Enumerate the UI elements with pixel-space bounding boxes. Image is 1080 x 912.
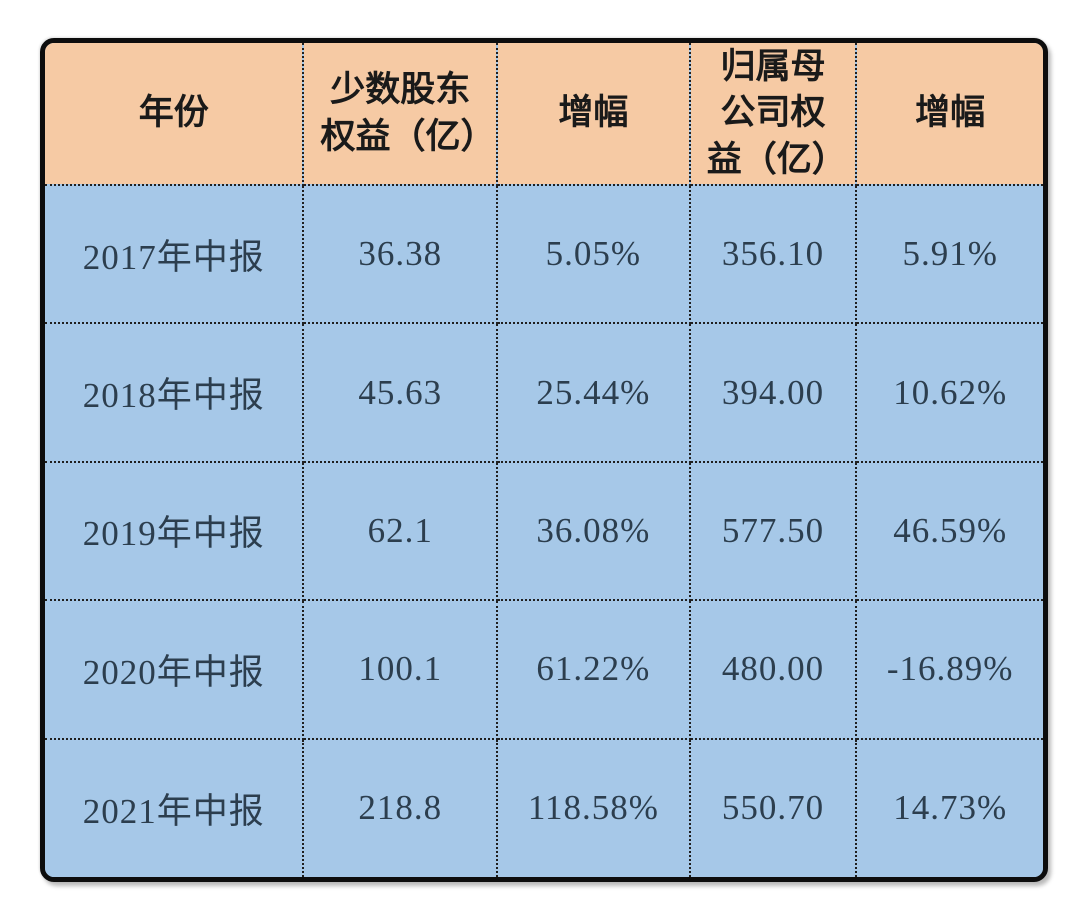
equity-table-card: 年份 少数股东权益（亿） 增幅 归属母公司权益（亿） 增幅 2017年中报 36… (40, 38, 1048, 882)
cell-parent-growth: 14.73% (855, 737, 1043, 877)
cell-parent-equity: 480.00 (688, 599, 858, 740)
cell-parent-equity: 550.70 (688, 737, 858, 877)
cell-minority-equity: 45.63 (302, 322, 499, 463)
cell-year: 2017年中报 (45, 183, 305, 325)
table-row: 2021年中报 218.8 118.58% 550.70 14.73% (45, 737, 1043, 877)
cell-minority-growth: 36.08% (496, 460, 691, 602)
table-row: 2020年中报 100.1 61.22% 480.00 -16.89% (45, 599, 1043, 740)
table-row: 2017年中报 36.38 5.05% 356.10 5.91% (45, 183, 1043, 325)
cell-parent-growth: 10.62% (855, 322, 1043, 463)
cell-parent-growth: 46.59% (855, 460, 1043, 602)
col-header-parent-growth: 增幅 (855, 43, 1043, 186)
cell-parent-equity: 577.50 (688, 460, 858, 602)
cell-minority-growth: 61.22% (496, 599, 691, 740)
col-header-minority-equity: 少数股东权益（亿） (302, 43, 499, 186)
cell-year: 2019年中报 (45, 460, 305, 602)
cell-minority-equity: 62.1 (302, 460, 499, 602)
cell-parent-equity: 394.00 (688, 322, 858, 463)
equity-table: 年份 少数股东权益（亿） 增幅 归属母公司权益（亿） 增幅 2017年中报 36… (45, 43, 1043, 877)
cell-parent-growth: -16.89% (855, 599, 1043, 740)
table-row: 2018年中报 45.63 25.44% 394.00 10.62% (45, 322, 1043, 463)
cell-year: 2018年中报 (45, 322, 305, 463)
cell-minority-equity: 100.1 (302, 599, 499, 740)
cell-minority-equity: 218.8 (302, 737, 499, 877)
cell-minority-growth: 118.58% (496, 737, 691, 877)
cell-minority-growth: 25.44% (496, 322, 691, 463)
cell-parent-equity: 356.10 (688, 183, 858, 325)
header-row: 年份 少数股东权益（亿） 增幅 归属母公司权益（亿） 增幅 (45, 43, 1043, 186)
col-header-year: 年份 (45, 43, 305, 186)
col-header-minority-growth: 增幅 (496, 43, 691, 186)
table-row: 2019年中报 62.1 36.08% 577.50 46.59% (45, 460, 1043, 602)
col-header-parent-equity: 归属母公司权益（亿） (688, 43, 858, 186)
cell-year: 2021年中报 (45, 737, 305, 877)
cell-minority-equity: 36.38 (302, 183, 499, 325)
cell-parent-growth: 5.91% (855, 183, 1043, 325)
cell-year: 2020年中报 (45, 599, 305, 740)
cell-minority-growth: 5.05% (496, 183, 691, 325)
